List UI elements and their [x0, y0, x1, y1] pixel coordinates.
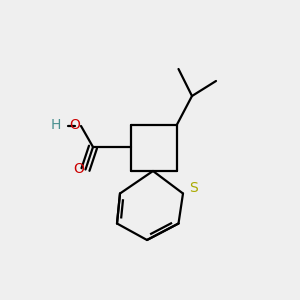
Text: O: O — [69, 118, 80, 132]
Text: S: S — [189, 182, 198, 195]
Text: H: H — [50, 118, 61, 132]
Text: O: O — [73, 163, 84, 176]
